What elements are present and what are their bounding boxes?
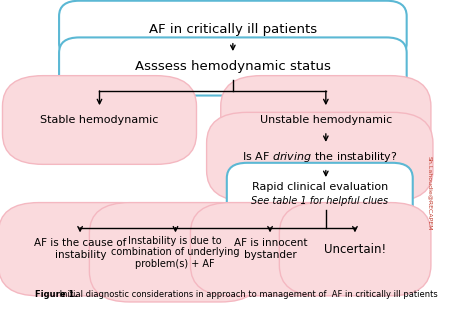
FancyBboxPatch shape — [2, 76, 197, 164]
FancyBboxPatch shape — [59, 37, 407, 95]
FancyBboxPatch shape — [221, 76, 431, 164]
Text: Rapid clinical evaluation: Rapid clinical evaluation — [252, 183, 388, 193]
Text: Sh.Lahoudie@RECAPEM: Sh.Lahoudie@RECAPEM — [428, 156, 433, 231]
Text: Figure 1.: Figure 1. — [35, 290, 77, 299]
Text: AF in critically ill patients: AF in critically ill patients — [149, 23, 317, 36]
FancyBboxPatch shape — [207, 112, 433, 201]
Text: Initial diagnostic considerations in approach to management of  AF in critically: Initial diagnostic considerations in app… — [57, 290, 438, 299]
Text: Stable hemodynamic: Stable hemodynamic — [40, 115, 159, 125]
Text: Instability is due to
combination of underlying
problem(s) + AF: Instability is due to combination of und… — [111, 236, 239, 269]
Text: Asssess hemodynamic status: Asssess hemodynamic status — [135, 60, 331, 73]
Text: See table 1 for helpful clues: See table 1 for helpful clues — [251, 196, 388, 206]
Text: AF is innocent
bystander: AF is innocent bystander — [234, 239, 307, 260]
FancyBboxPatch shape — [191, 202, 350, 296]
FancyBboxPatch shape — [0, 202, 162, 296]
FancyBboxPatch shape — [59, 1, 407, 59]
FancyBboxPatch shape — [279, 202, 431, 296]
Text: Unstable hemodynamic: Unstable hemodynamic — [260, 115, 392, 125]
FancyBboxPatch shape — [227, 163, 413, 225]
Text: Is AF $\it{driving}$ the instability?: Is AF $\it{driving}$ the instability? — [242, 150, 398, 164]
Text: AF is the cause of
instability: AF is the cause of instability — [34, 239, 127, 260]
Text: Uncertain!: Uncertain! — [324, 243, 386, 256]
FancyBboxPatch shape — [90, 202, 261, 302]
